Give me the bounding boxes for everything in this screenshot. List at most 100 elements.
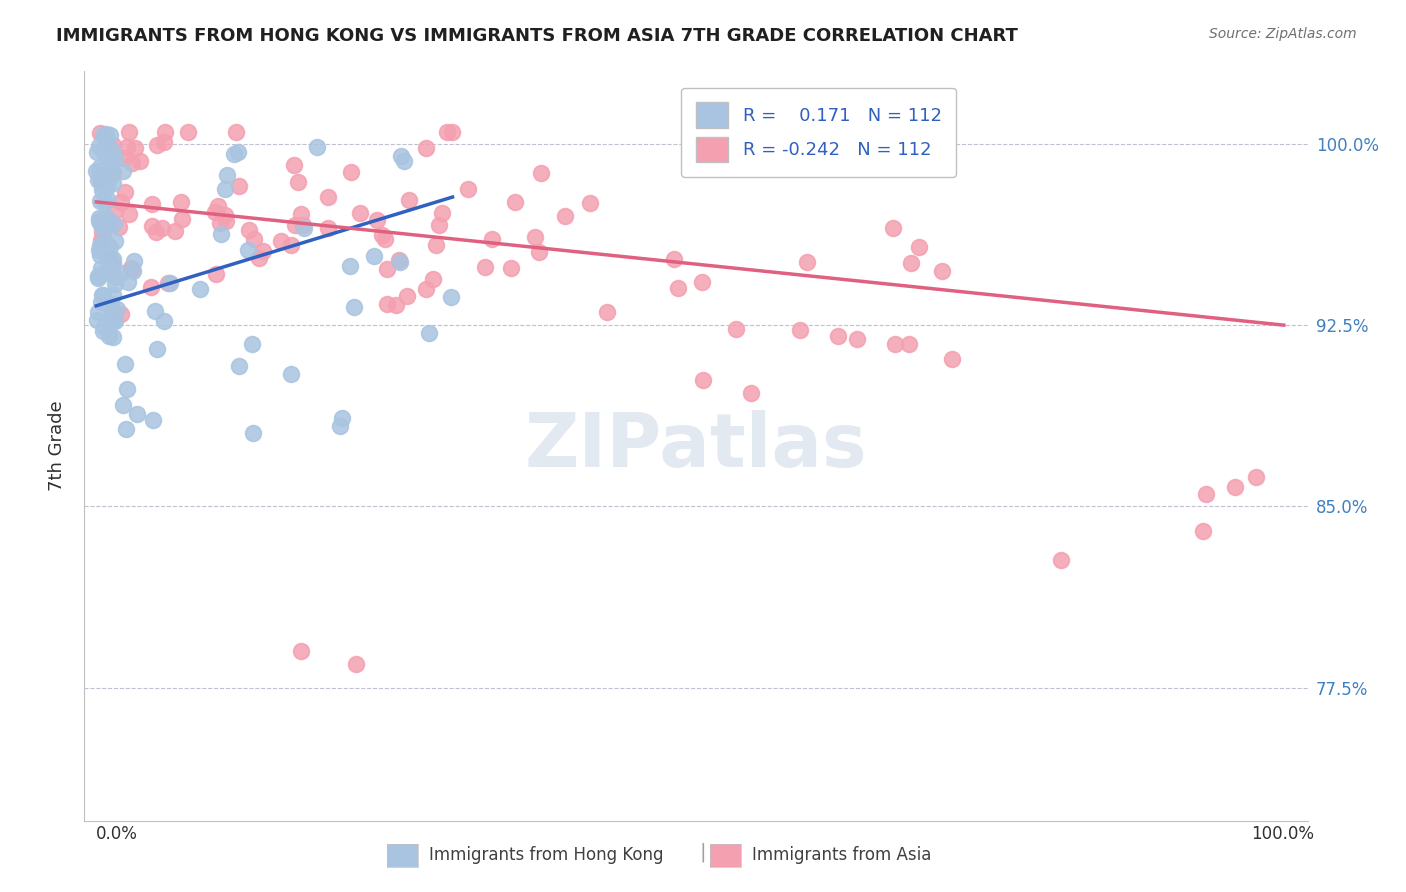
Point bbox=[141, 219, 163, 233]
Point bbox=[141, 197, 163, 211]
Point bbox=[86, 269, 108, 284]
Point bbox=[97, 215, 120, 229]
Point bbox=[884, 336, 907, 351]
Point bbox=[86, 313, 108, 327]
Point bbox=[93, 139, 115, 153]
Point bbox=[374, 232, 396, 246]
Point bbox=[170, 194, 193, 209]
Point bbox=[93, 176, 115, 190]
Point bbox=[105, 301, 128, 316]
Point bbox=[398, 193, 420, 207]
Point bbox=[112, 398, 135, 412]
Point bbox=[188, 282, 211, 296]
Point bbox=[101, 137, 124, 152]
Point bbox=[97, 193, 120, 207]
Y-axis label: 7th Grade: 7th Grade bbox=[48, 401, 66, 491]
Point bbox=[96, 249, 118, 263]
Point bbox=[155, 125, 177, 139]
Point bbox=[214, 208, 236, 222]
Point bbox=[100, 251, 122, 265]
Point bbox=[104, 204, 127, 219]
Point bbox=[236, 244, 259, 258]
Text: Immigrants from Asia: Immigrants from Asia bbox=[752, 847, 932, 864]
Point bbox=[101, 314, 124, 328]
Point bbox=[436, 125, 458, 139]
Point bbox=[375, 261, 398, 276]
Point bbox=[474, 260, 496, 274]
Point bbox=[692, 373, 714, 387]
Point bbox=[90, 168, 112, 182]
Point bbox=[898, 337, 921, 351]
Point bbox=[118, 207, 141, 221]
Text: 100.0%: 100.0% bbox=[1251, 825, 1315, 843]
Point bbox=[97, 153, 120, 168]
Point bbox=[165, 224, 187, 238]
Point bbox=[307, 140, 329, 154]
Point bbox=[283, 158, 305, 172]
Point bbox=[287, 175, 309, 189]
Point bbox=[114, 357, 136, 371]
Legend: R =    0.171   N = 112, R = -0.242   N = 112: R = 0.171 N = 112, R = -0.242 N = 112 bbox=[682, 88, 956, 177]
Point bbox=[214, 181, 236, 195]
Point bbox=[418, 326, 440, 340]
Point bbox=[1225, 480, 1247, 494]
Point bbox=[98, 163, 121, 178]
Point bbox=[228, 179, 250, 194]
Point bbox=[1192, 524, 1215, 538]
Point bbox=[292, 221, 315, 235]
Point bbox=[115, 140, 138, 154]
Point bbox=[121, 155, 143, 169]
Point bbox=[796, 255, 818, 269]
Point bbox=[908, 239, 931, 253]
Point bbox=[91, 288, 114, 302]
Point bbox=[344, 657, 367, 671]
Point bbox=[209, 227, 232, 242]
Point bbox=[224, 146, 246, 161]
Point bbox=[89, 126, 111, 140]
Point bbox=[111, 163, 134, 178]
Point bbox=[395, 289, 418, 303]
Point bbox=[90, 218, 112, 232]
Point bbox=[280, 367, 302, 381]
Point bbox=[115, 382, 138, 396]
Point bbox=[242, 336, 264, 351]
Point bbox=[385, 298, 408, 312]
Point bbox=[122, 264, 145, 278]
Point bbox=[120, 260, 142, 275]
Point bbox=[270, 234, 292, 248]
Point bbox=[108, 219, 131, 234]
Point bbox=[415, 282, 437, 296]
Point bbox=[87, 164, 110, 178]
Point bbox=[103, 288, 125, 302]
Point bbox=[89, 194, 111, 208]
Point bbox=[432, 206, 454, 220]
Point bbox=[86, 145, 108, 159]
Point bbox=[371, 228, 394, 243]
Point bbox=[931, 264, 953, 278]
Point bbox=[789, 322, 811, 336]
Point bbox=[114, 185, 136, 199]
Point bbox=[845, 332, 868, 346]
Point bbox=[343, 301, 366, 315]
Point bbox=[90, 242, 112, 256]
Point bbox=[725, 322, 748, 336]
Point bbox=[523, 229, 546, 244]
Point bbox=[87, 138, 110, 153]
Point bbox=[91, 225, 114, 239]
Point bbox=[209, 216, 232, 230]
Point bbox=[98, 128, 121, 143]
Text: IMMIGRANTS FROM HONG KONG VS IMMIGRANTS FROM ASIA 7TH GRADE CORRELATION CHART: IMMIGRANTS FROM HONG KONG VS IMMIGRANTS … bbox=[56, 27, 1018, 45]
Point bbox=[366, 212, 388, 227]
Point bbox=[104, 270, 127, 285]
Point bbox=[89, 214, 111, 228]
Point bbox=[388, 253, 411, 268]
Point bbox=[128, 153, 150, 168]
Point bbox=[101, 144, 124, 158]
Point bbox=[86, 305, 108, 319]
Point bbox=[98, 240, 121, 254]
Point bbox=[103, 217, 125, 231]
Point bbox=[89, 248, 111, 262]
Point bbox=[101, 176, 124, 190]
Point bbox=[290, 644, 312, 658]
Point bbox=[215, 168, 238, 182]
